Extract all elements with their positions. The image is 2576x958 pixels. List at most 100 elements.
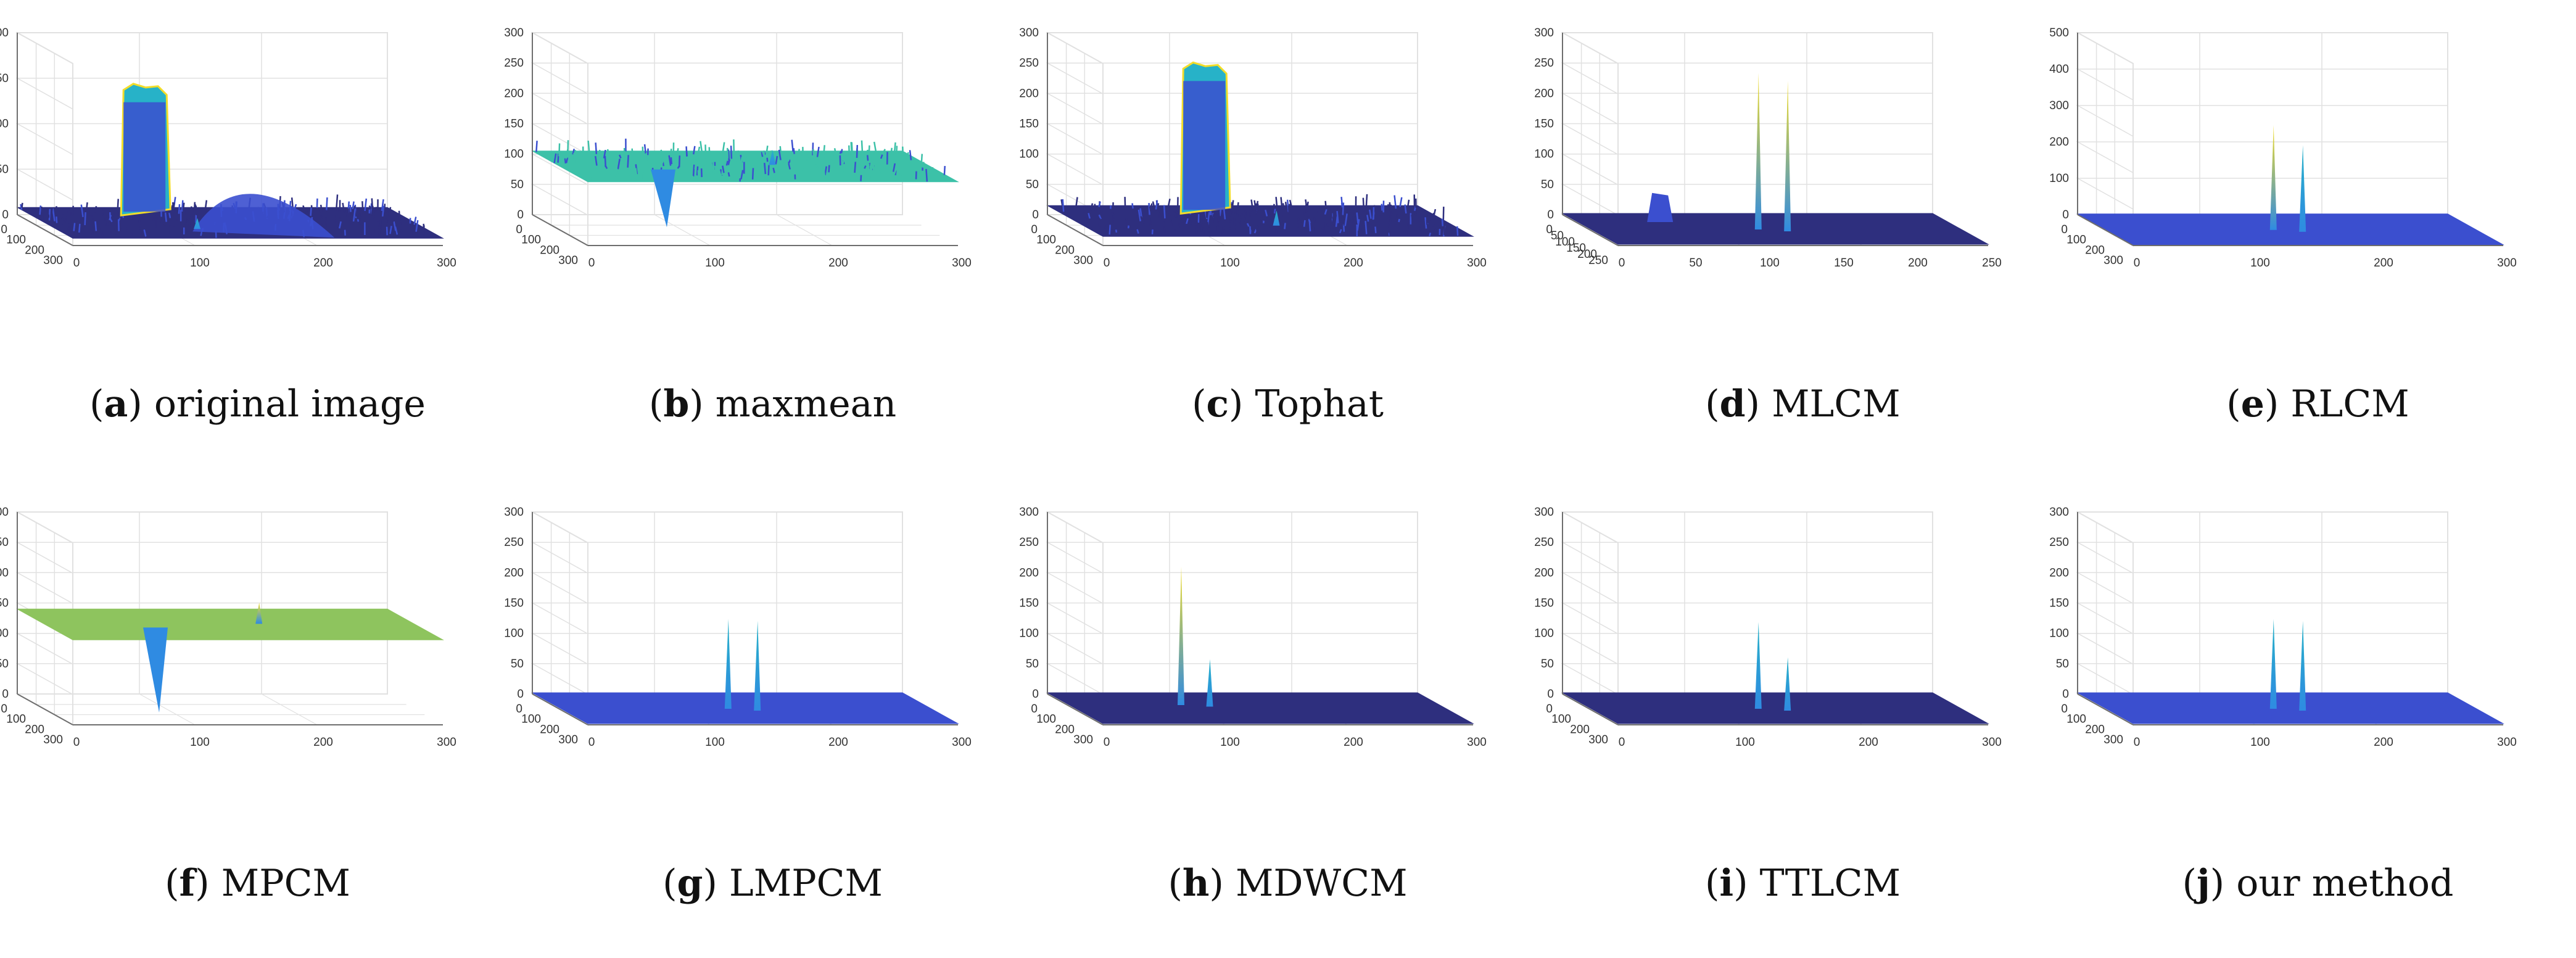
ridge-body [1183, 81, 1226, 210]
surface-noise-mark [1356, 212, 1359, 224]
surface-noise-mark [80, 204, 84, 217]
surface-floor [2076, 692, 2504, 724]
peak-mark [1784, 81, 1791, 231]
z-tick-label: 150 [0, 597, 9, 610]
surface-noise-mark [1110, 212, 1115, 217]
surface-noise-mark [799, 152, 802, 163]
surface-noise-mark [393, 221, 397, 231]
surface-noise-mark [1411, 214, 1414, 222]
y-tick-label: 100 [521, 234, 541, 247]
surface-noise-mark [170, 205, 173, 215]
surface-noise-mark [67, 209, 70, 213]
surface-noise-mark [106, 215, 109, 226]
z-tick-label: 200 [1019, 566, 1039, 579]
y-tick-label: 50 [1551, 229, 1564, 242]
gridline-z [1046, 511, 1418, 543]
x-tick-label: 100 [705, 736, 725, 749]
surface-noise-mark [1211, 219, 1214, 228]
feature-spike [2299, 621, 2306, 711]
z-tick-label: 200 [2049, 566, 2069, 579]
y-tick-label: 100 [1036, 713, 1056, 726]
y-axis-line [2077, 214, 2134, 246]
surface-noise-mark [1096, 215, 1099, 219]
surface-noise-mark [1433, 209, 1437, 216]
y-tick-label: 0 [1, 223, 7, 236]
y-tick-label: 300 [43, 733, 63, 746]
surface-noise-mark [72, 231, 75, 239]
subplot-title: LMPCM [729, 862, 883, 905]
y-tick-label: 100 [1555, 236, 1575, 249]
gridline-z [1561, 511, 1933, 543]
surface-noise-mark [190, 216, 193, 228]
surface-noise-mark [1456, 226, 1459, 236]
surface-noise-mark [812, 142, 814, 155]
surface-noise-mark [677, 165, 680, 169]
surface-noise-mark [1158, 212, 1162, 219]
surface-noise-mark [1216, 218, 1220, 231]
surface-noise-mark [184, 223, 186, 228]
surface-noise-mark [51, 208, 53, 215]
surface-noise-mark [193, 202, 196, 212]
surface-noise-mark [413, 217, 417, 225]
surface-noise-mark [364, 198, 368, 212]
surface-noise-mark [1352, 210, 1355, 222]
surface-noise-mark [697, 170, 700, 177]
z-tick-label: 400 [2049, 63, 2069, 76]
feature-spike [754, 621, 761, 711]
surface-noise-mark [111, 213, 115, 221]
surface-noise-mark [778, 149, 782, 160]
peak-mark [754, 621, 761, 711]
surface-noise-mark [1324, 209, 1327, 215]
peak-mark [2269, 125, 2277, 230]
surface-noise-mark [84, 212, 86, 225]
surface-noise-mark [704, 157, 708, 171]
surface-noise-mark [683, 165, 686, 176]
surface-noise-mark [39, 205, 42, 215]
z-tick-label: 0 [2062, 209, 2069, 221]
subplot-title: original image [154, 382, 426, 426]
surface-noise-mark [1282, 213, 1285, 225]
axes-lines [17, 512, 443, 725]
hill-mark [192, 194, 335, 238]
surface-noise-mark [727, 159, 731, 165]
surface-noise-mark [866, 155, 869, 161]
surface-noise-mark [35, 208, 38, 213]
dip-mark [651, 169, 675, 228]
z-tick-label: 100 [0, 627, 9, 640]
x-tick-label: 0 [73, 257, 80, 270]
surface-noise-mark [725, 160, 729, 166]
surface-noise-mark [680, 159, 683, 164]
surface-noise-mark [864, 165, 867, 169]
y-tick-label: 0 [2061, 703, 2068, 716]
surface-noise-mark [860, 175, 862, 181]
z-tick-label: 150 [1534, 597, 1554, 610]
surface-noise-mark [620, 177, 623, 181]
x-tick-label: 150 [1834, 257, 1854, 270]
surface-noise-mark [722, 165, 725, 173]
surface-noise-mark [775, 155, 778, 165]
x-tick-label: 200 [313, 736, 333, 749]
y-tick-label: 200 [1055, 723, 1075, 736]
surface-noise-mark [1221, 225, 1225, 234]
y-tick-label: 200 [540, 244, 559, 257]
surface-noise-mark [109, 218, 113, 223]
y-axis-line [532, 214, 588, 246]
surface-noise-mark [1356, 219, 1360, 231]
surface-noise-mark [386, 211, 389, 221]
surface-noise-mark [94, 205, 97, 213]
surface-noise-mark [832, 164, 835, 176]
surface-noise-mark [807, 156, 811, 162]
surface-noise-mark [335, 210, 337, 223]
gridline-z [2076, 511, 2448, 543]
y-axis-line [1562, 214, 1619, 246]
surface-noise-mark [1149, 206, 1152, 212]
surface-noise-mark [1181, 213, 1184, 223]
surface-noise-mark [595, 142, 598, 154]
surface-noise-mark [338, 209, 342, 220]
y-tick-label: 100 [6, 234, 26, 247]
gridline-floor [776, 214, 833, 246]
surface-noise-mark [562, 154, 565, 165]
surface-noise-mark [1359, 227, 1363, 231]
